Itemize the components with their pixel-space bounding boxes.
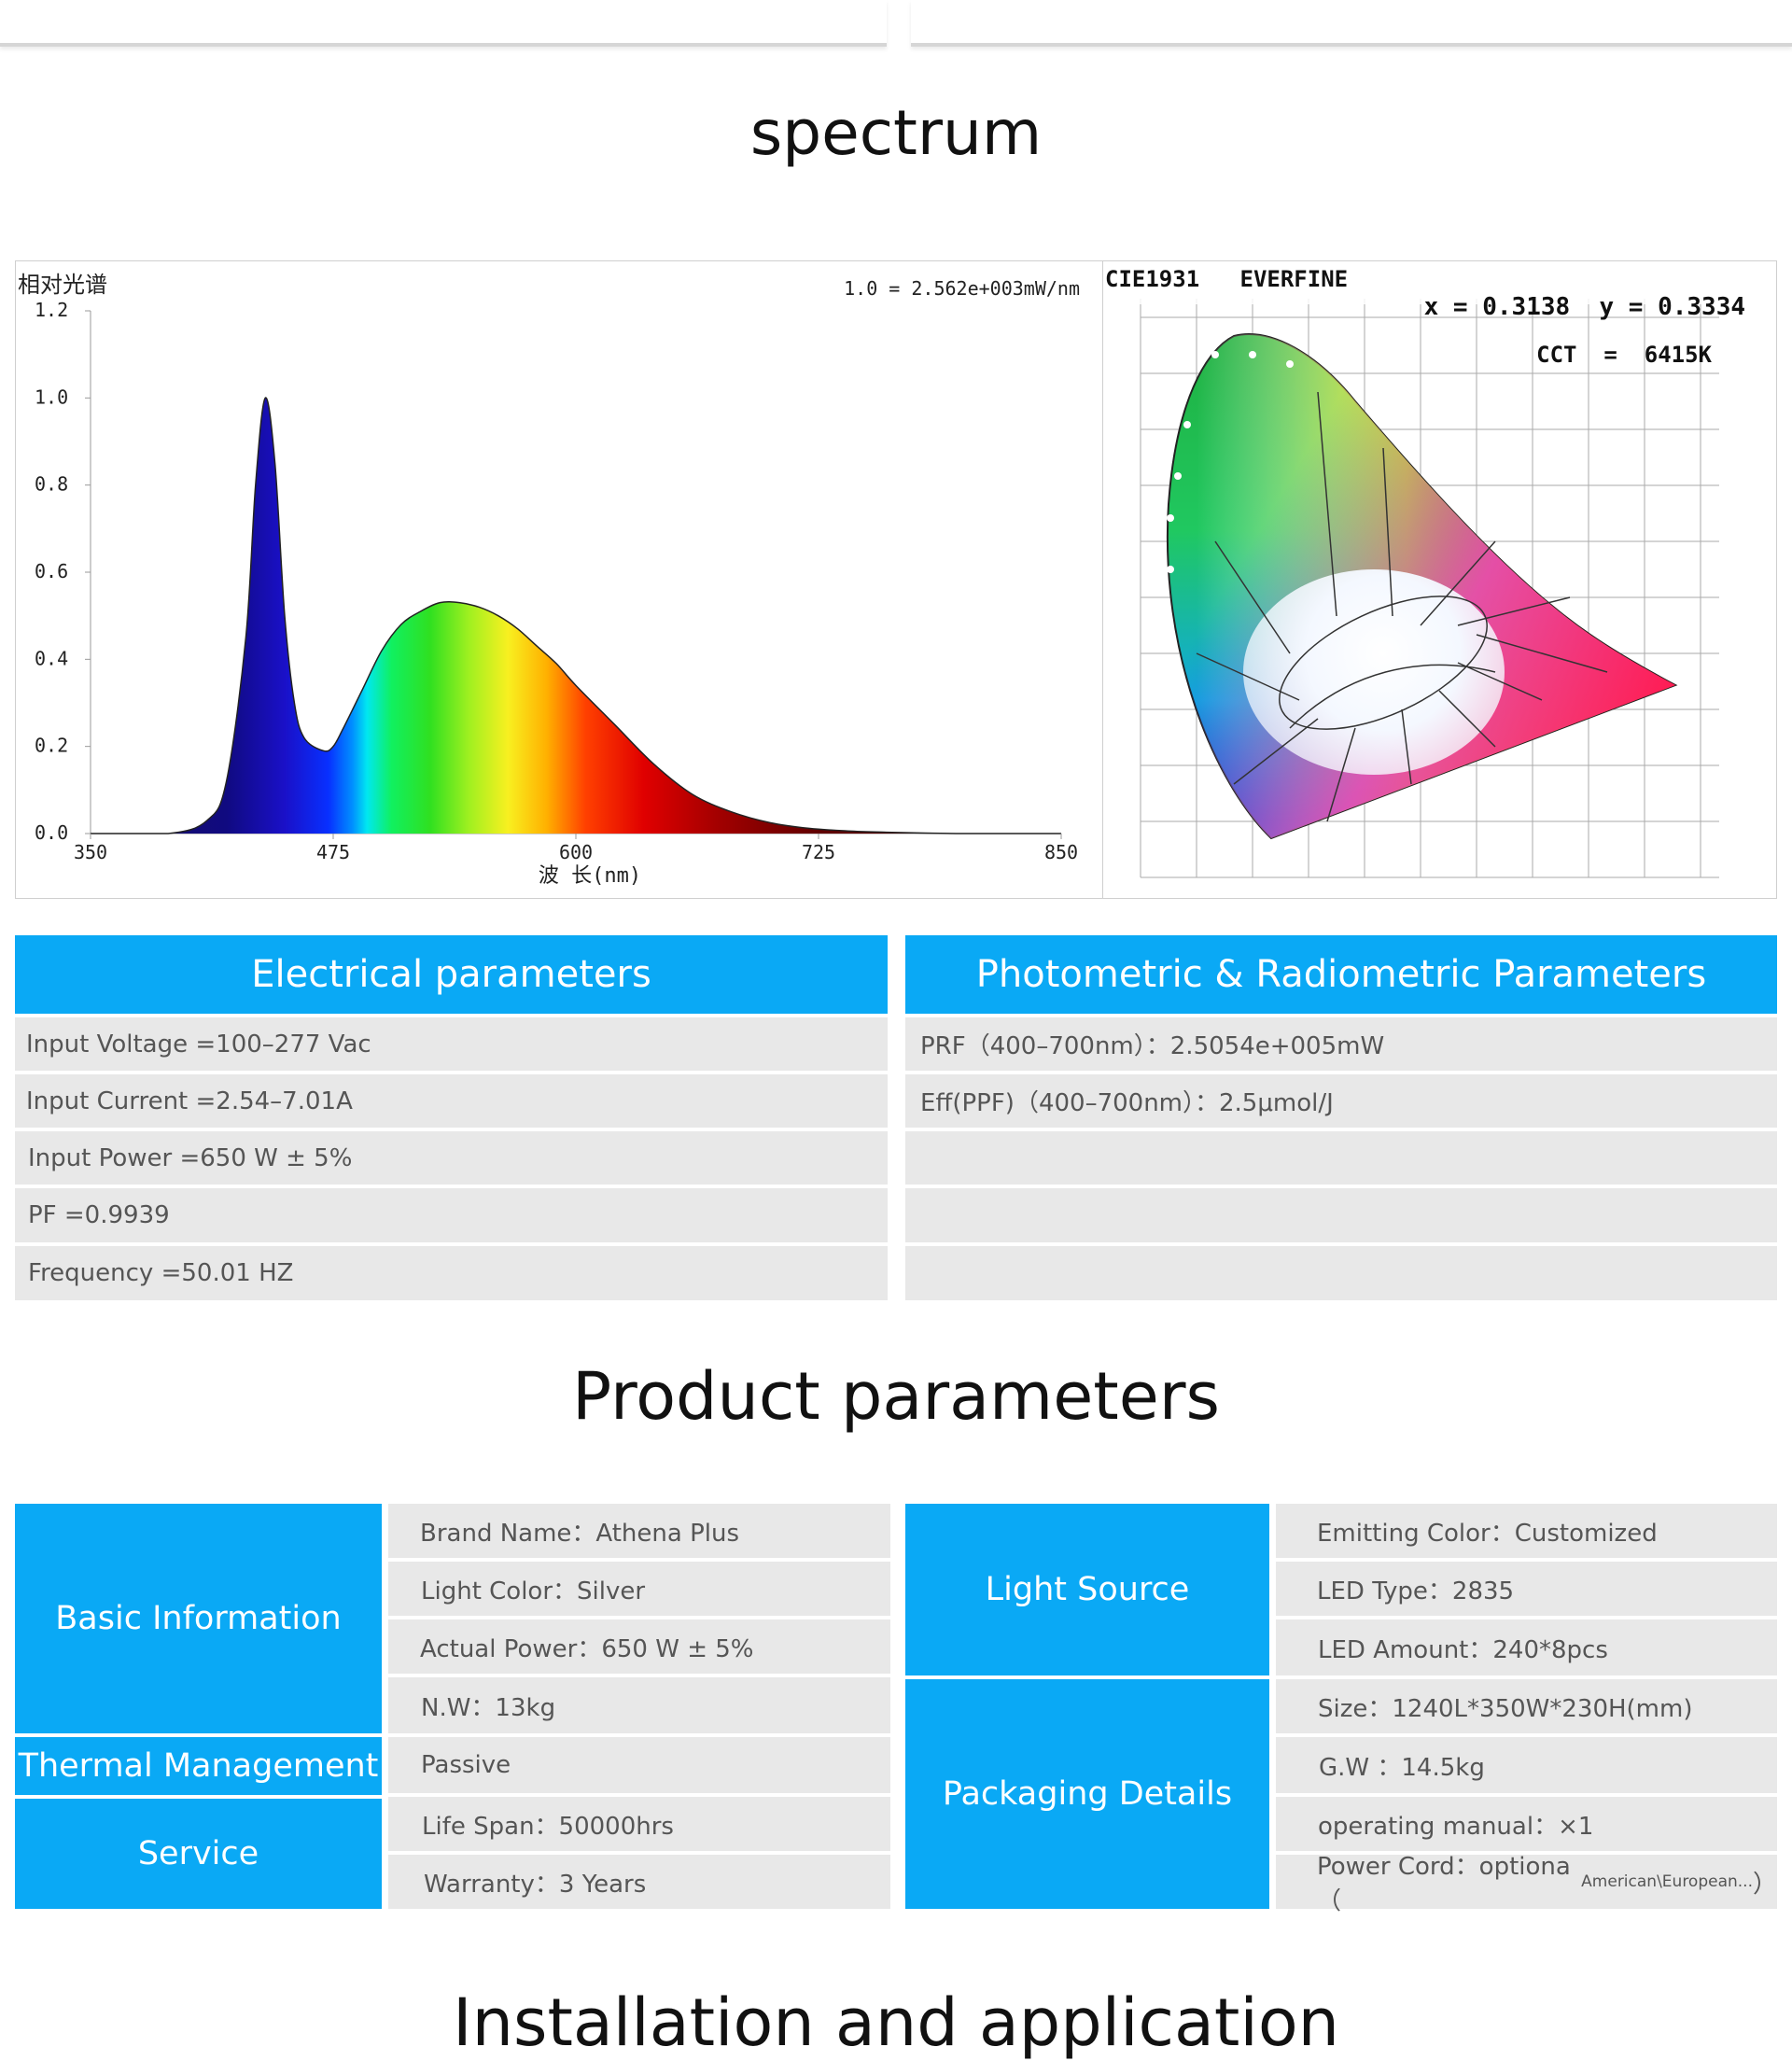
basic-information-cell: Basic Information [15, 1504, 382, 1733]
top-panel-right [911, 0, 1792, 47]
product-row-text: G.W ：14.5kg [1319, 1753, 1485, 1782]
cie-region-lines [1196, 391, 1608, 822]
electrical-row: Input Current =2.54–7.01A [15, 1074, 888, 1128]
product-row: Warranty：3 Years [388, 1855, 890, 1909]
product-row-text: LED Type：2835 [1317, 1577, 1515, 1605]
basic-information-label: Basic Information [55, 1600, 342, 1637]
product-row: Power Cord：optiona （ American\European...… [1276, 1853, 1777, 1915]
electrical-row-text: Input Voltage =100–277 Vac [26, 1030, 371, 1059]
product-row: Emitting Color：Customized [1276, 1504, 1777, 1558]
photometric-row-text: PRF（400–700nm）：2.5054e+005mW [920, 1032, 1385, 1060]
photometric-row-text: Eff(PPF)（400–700nm）：2.5μmol/J [920, 1089, 1334, 1117]
product-row-text: Brand Name：Athena Plus [420, 1519, 740, 1548]
electrical-title: Electrical parameters [251, 953, 651, 996]
cie-diagram: CIE1931 EVERFINE x = 0.3138 y = 0.3334 C… [1103, 261, 1776, 898]
spectrum-title: spectrum [749, 97, 1043, 169]
product-row-text: Warranty：3 Years [424, 1870, 647, 1899]
electrical-row: Input Power =650 W ± 5% [15, 1131, 888, 1185]
product-row-text: Emitting Color：Customized [1317, 1519, 1658, 1548]
photometric-row: Eff(PPF)（400–700nm）：2.5μmol/J [905, 1074, 1777, 1128]
spd-line [91, 397, 1061, 834]
service-cell: Service [15, 1799, 382, 1909]
packaging-details-label: Packaging Details [942, 1775, 1233, 1813]
product-row-text: operating manual：×1 [1318, 1812, 1594, 1841]
product-row: Life Span：50000hrs [388, 1797, 890, 1851]
spd-x-tick-label: 350 [74, 841, 107, 863]
product-row: Brand Name：Athena Plus [388, 1504, 890, 1558]
electrical-row: PF =0.9939 [15, 1188, 888, 1242]
product-row: Passive [388, 1737, 890, 1793]
spd-scale-note: 1.0 = 2.562e+003mW/nm [844, 277, 1080, 300]
spd-x-tick-label: 725 [802, 841, 835, 863]
cie-white-region [1243, 569, 1505, 775]
cie-header-bg [1104, 261, 1776, 304]
product-row-text: Light Color：Silver [421, 1577, 646, 1605]
electrical-header: Electrical parameters [15, 935, 888, 1014]
cie-cct: CCT = 6415K [1536, 342, 1712, 368]
spd-x-label: 波 长(nm) [539, 864, 641, 888]
electrical-row-text: Input Current =2.54–7.01A [26, 1087, 353, 1115]
product-row: N.W：13kg [388, 1677, 890, 1733]
packaging-details-cell: Packaging Details [905, 1679, 1269, 1909]
spd-ticks: 0.0 0.2 0.4 0.6 0.8 1.0 1.2 350 475 600 725 850 [35, 299, 1078, 863]
electrical-row: Frequency =50.01 HZ [15, 1246, 888, 1300]
thermal-management-label: Thermal Management [18, 1747, 379, 1785]
electrical-row-text: Frequency =50.01 HZ [28, 1259, 294, 1287]
product-row-text: Actual Power：650 W ± 5% [420, 1634, 754, 1663]
spd-y-tick-label: 1.2 [35, 299, 68, 321]
spd-area [91, 398, 1061, 834]
thermal-management-cell: Thermal Management [15, 1737, 382, 1795]
electrical-row-text: Input Power =650 W ± 5% [28, 1143, 353, 1172]
installation-title: Installation and application [452, 1984, 1340, 2061]
light-source-cell: Light Source [905, 1504, 1269, 1675]
product-title: Product parameters [571, 1358, 1221, 1435]
cie-white-dots [1167, 351, 1294, 573]
spd-y-tick-label: 0.6 [35, 560, 68, 582]
photometric-row [905, 1188, 1777, 1242]
spd-chart: 0.0 0.2 0.4 0.6 0.8 1.0 1.2 350 475 600 725 850 相对光… [16, 261, 1103, 898]
product-row-text: Size：1240L*350W*230H(mm) [1318, 1694, 1693, 1723]
product-row-text: Life Span：50000hrs [422, 1812, 674, 1841]
spectrum-panel: 0.0 0.2 0.4 0.6 0.8 1.0 1.2 350 475 600 725 850 相对光… [15, 260, 1777, 899]
product-row: Light Color：Silver [388, 1562, 890, 1616]
spd-y-tick-label: 0.2 [35, 735, 68, 757]
product-row: operating manual：×1 [1276, 1797, 1777, 1851]
spd-x-tick-label: 600 [559, 841, 593, 863]
service-label: Service [137, 1835, 259, 1872]
spd-x-tick-label: 475 [316, 841, 350, 863]
photometric-row: PRF（400–700nm）：2.5054e+005mW [905, 1017, 1777, 1071]
spd-chart-svg: 0.0 0.2 0.4 0.6 0.8 1.0 1.2 350 475 600 725 850 相对光… [18, 272, 1080, 888]
top-panel-left [0, 0, 887, 47]
product-row-text: LED Amount：240*8pcs [1318, 1635, 1608, 1664]
cie-diagram-svg: CIE1931 EVERFINE x = 0.3138 y = 0.3334 C… [1104, 261, 1776, 878]
spd-y-tick-label: 1.0 [35, 386, 68, 408]
spd-y-title: 相对光谱 [18, 272, 107, 298]
cie-header: CIE1931 EVERFINE [1105, 266, 1348, 292]
power-cord-close: ） [1752, 1870, 1777, 1899]
spd-y-tick-label: 0.4 [35, 647, 68, 669]
spd-y-tick-label: 0.0 [35, 821, 68, 844]
photometric-row [905, 1131, 1777, 1185]
spd-x-tick-label: 850 [1044, 841, 1078, 863]
electrical-row-text: PF =0.9939 [28, 1201, 170, 1229]
photometric-row [905, 1246, 1777, 1300]
power-cord-note: American\European... [1581, 1872, 1753, 1891]
product-row: LED Amount：240*8pcs [1276, 1619, 1777, 1675]
product-row-text: N.W：13kg [421, 1693, 556, 1722]
product-row: G.W ：14.5kg [1276, 1737, 1777, 1793]
product-row-text: Power Cord：optiona （ [1317, 1853, 1571, 1915]
light-source-label: Light Source [985, 1571, 1190, 1608]
product-row: Actual Power：650 W ± 5% [388, 1619, 890, 1674]
cie-coords: x = 0.3138 y = 0.3334 [1424, 293, 1745, 321]
spd-y-tick-label: 0.8 [35, 473, 68, 496]
product-row: Size：1240L*350W*230H(mm) [1276, 1679, 1777, 1733]
product-row-text: Passive [421, 1751, 511, 1779]
electrical-row: Input Voltage =100–277 Vac [15, 1017, 888, 1071]
photometric-header: Photometric & Radiometric Parameters [905, 935, 1777, 1014]
product-row: LED Type：2835 [1276, 1562, 1777, 1616]
photometric-title: Photometric & Radiometric Parameters [975, 953, 1707, 996]
